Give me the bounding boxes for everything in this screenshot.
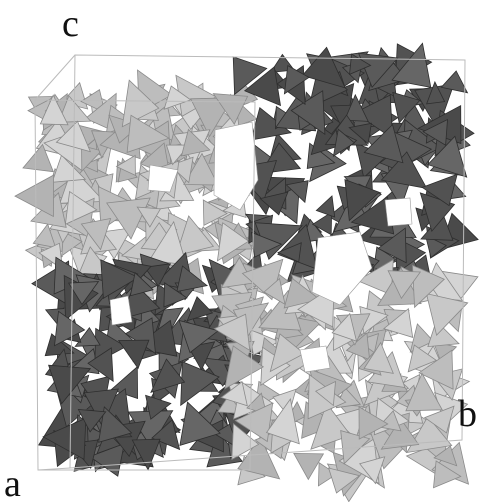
crystal-structure-figure: c b a xyxy=(0,0,489,502)
axis-label-b: b xyxy=(458,393,477,435)
cavity xyxy=(110,296,132,325)
axis-label-c: c xyxy=(62,3,79,45)
axis-label-a: a xyxy=(4,463,21,502)
cavity xyxy=(300,346,330,372)
page: c b a (() => { const data = JSON.parse(d… xyxy=(0,0,489,502)
cavity xyxy=(385,198,412,226)
